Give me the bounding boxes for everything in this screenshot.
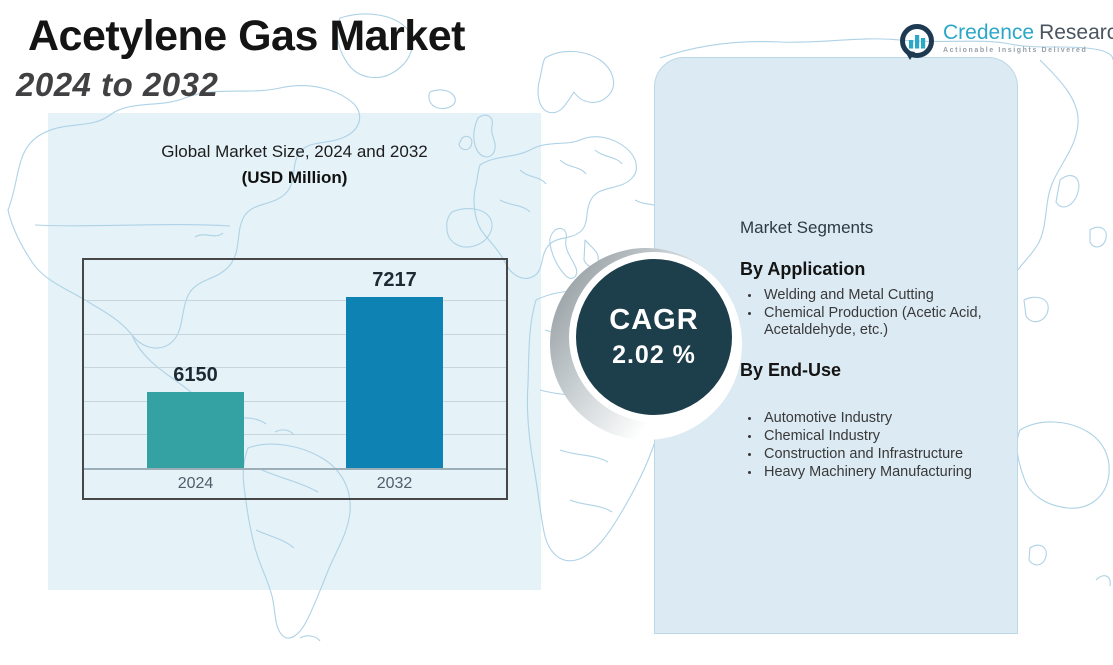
- cagr-label: CAGR: [609, 303, 699, 336]
- list-item: Automotive Industry: [761, 410, 1018, 427]
- x-axis-label-2032: 2032: [376, 475, 413, 492]
- segments-title: Market Segments: [740, 218, 874, 237]
- gridline: [84, 468, 506, 470]
- brand-logo: CredenceResearch Actionable Insights Del…: [897, 22, 1113, 62]
- bar-2032-value-label: 7217: [372, 268, 417, 291]
- page-subtitle: 2024 to 2032: [16, 66, 219, 103]
- gridline: [84, 300, 506, 301]
- segment-group-application: By Application Welding and Metal Cutting…: [740, 259, 1018, 339]
- chart-subtitle: (USD Million): [241, 168, 348, 187]
- list-item: Chemical Industry: [761, 428, 1018, 445]
- segments-panel: [654, 57, 1018, 634]
- gridline: [84, 434, 506, 436]
- list-item: Welding and Metal Cutting: [761, 287, 1018, 304]
- page-title: Acetylene Gas Market: [28, 12, 465, 60]
- brand-name-primary: Credence: [943, 21, 1035, 44]
- list-item: Heavy Machinery Manufacturing: [761, 464, 1018, 481]
- cagr-value: 2.02 %: [612, 340, 696, 369]
- segment-group-enduse: By End-Use Automotive Industry Chemical …: [740, 360, 1018, 481]
- list-item: Chemical Production (Acetic Acid, Acetal…: [761, 305, 1018, 339]
- chart-panel-background: [48, 113, 541, 590]
- x-axis-label-2024: 2024: [177, 475, 214, 492]
- brand-logo-text: CredenceResearch Actionable Insights Del…: [943, 22, 1113, 55]
- gridline: [84, 333, 506, 335]
- chart-title: Global Market Size, 2024 and 2032: [161, 142, 428, 161]
- gridline: [84, 400, 506, 402]
- brand-tagline: Actionable Insights Delivered: [943, 47, 1088, 54]
- cagr-badge: CAGR 2.02 %: [569, 252, 739, 422]
- brand-name-secondary: Research: [1039, 21, 1113, 44]
- brand-name: CredenceResearch: [943, 22, 1113, 44]
- application-list: Welding and Metal Cutting Chemical Produ…: [740, 287, 1018, 339]
- enduse-list: Automotive Industry Chemical Industry Co…: [740, 410, 1018, 481]
- bar-2024-value-label: 6150: [173, 364, 218, 387]
- bar-2024: 6150: [147, 364, 244, 468]
- gridline: [84, 367, 506, 369]
- segments-content: Market Segments By Application Welding a…: [740, 218, 1018, 482]
- enduse-heading: By End-Use: [740, 360, 842, 380]
- application-heading: By Application: [740, 259, 866, 279]
- list-item: Construction and Infrastructure: [761, 446, 1018, 463]
- bar-chart-logo-icon: [900, 24, 934, 60]
- bar-2032: 7217: [346, 269, 443, 468]
- bar-chart: 6150 7217 2024 2032: [82, 258, 508, 500]
